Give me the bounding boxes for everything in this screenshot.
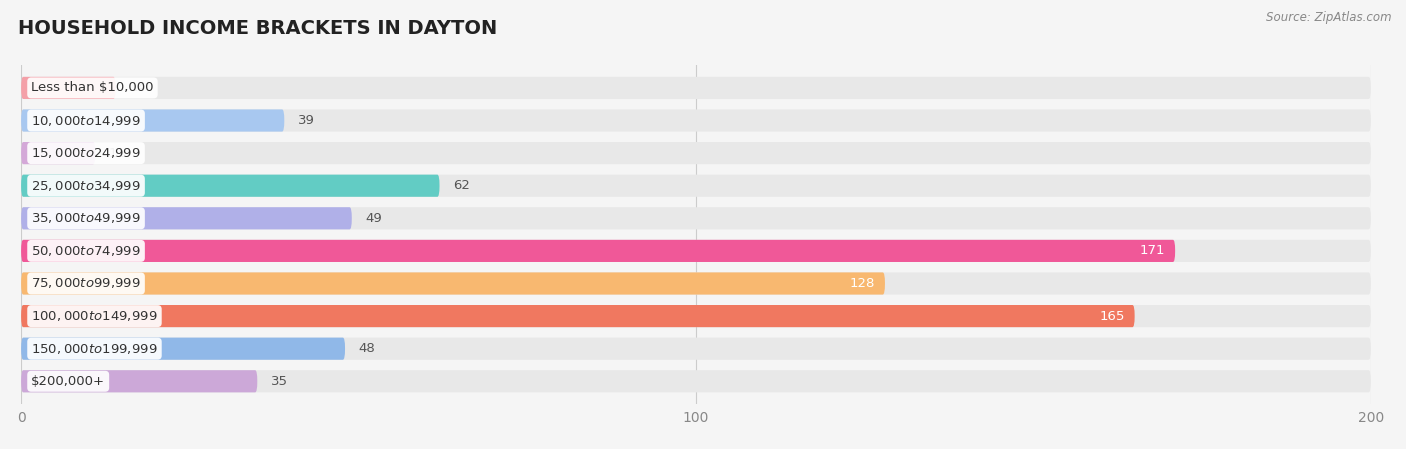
Text: $25,000 to $34,999: $25,000 to $34,999	[31, 179, 141, 193]
Text: $100,000 to $149,999: $100,000 to $149,999	[31, 309, 157, 323]
FancyBboxPatch shape	[21, 338, 344, 360]
FancyBboxPatch shape	[21, 77, 1371, 99]
FancyBboxPatch shape	[21, 370, 257, 392]
FancyBboxPatch shape	[21, 305, 1135, 327]
Text: 49: 49	[366, 212, 382, 225]
Text: $50,000 to $74,999: $50,000 to $74,999	[31, 244, 141, 258]
FancyBboxPatch shape	[21, 207, 351, 229]
FancyBboxPatch shape	[21, 142, 1371, 164]
FancyBboxPatch shape	[21, 110, 1371, 132]
Text: 35: 35	[271, 375, 288, 388]
FancyBboxPatch shape	[21, 273, 884, 295]
Text: 14: 14	[129, 81, 146, 94]
Text: $15,000 to $24,999: $15,000 to $24,999	[31, 146, 141, 160]
Text: $200,000+: $200,000+	[31, 375, 105, 388]
FancyBboxPatch shape	[21, 175, 440, 197]
Text: Less than $10,000: Less than $10,000	[31, 81, 153, 94]
FancyBboxPatch shape	[21, 77, 115, 99]
FancyBboxPatch shape	[21, 370, 1371, 392]
Text: $10,000 to $14,999: $10,000 to $14,999	[31, 114, 141, 128]
FancyBboxPatch shape	[21, 110, 284, 132]
Text: 48: 48	[359, 342, 375, 355]
Text: 11: 11	[108, 147, 125, 159]
Text: 165: 165	[1099, 310, 1125, 322]
FancyBboxPatch shape	[21, 175, 1371, 197]
Text: $75,000 to $99,999: $75,000 to $99,999	[31, 277, 141, 291]
Text: 39: 39	[298, 114, 315, 127]
Text: HOUSEHOLD INCOME BRACKETS IN DAYTON: HOUSEHOLD INCOME BRACKETS IN DAYTON	[18, 19, 498, 38]
FancyBboxPatch shape	[21, 142, 96, 164]
Text: 171: 171	[1139, 244, 1166, 257]
FancyBboxPatch shape	[21, 338, 1371, 360]
Text: Source: ZipAtlas.com: Source: ZipAtlas.com	[1267, 11, 1392, 24]
FancyBboxPatch shape	[21, 207, 1371, 229]
Text: $35,000 to $49,999: $35,000 to $49,999	[31, 211, 141, 225]
Text: $150,000 to $199,999: $150,000 to $199,999	[31, 342, 157, 356]
FancyBboxPatch shape	[21, 273, 1371, 295]
FancyBboxPatch shape	[21, 240, 1371, 262]
FancyBboxPatch shape	[21, 305, 1371, 327]
Text: 128: 128	[849, 277, 875, 290]
FancyBboxPatch shape	[21, 240, 1175, 262]
Text: 62: 62	[453, 179, 470, 192]
